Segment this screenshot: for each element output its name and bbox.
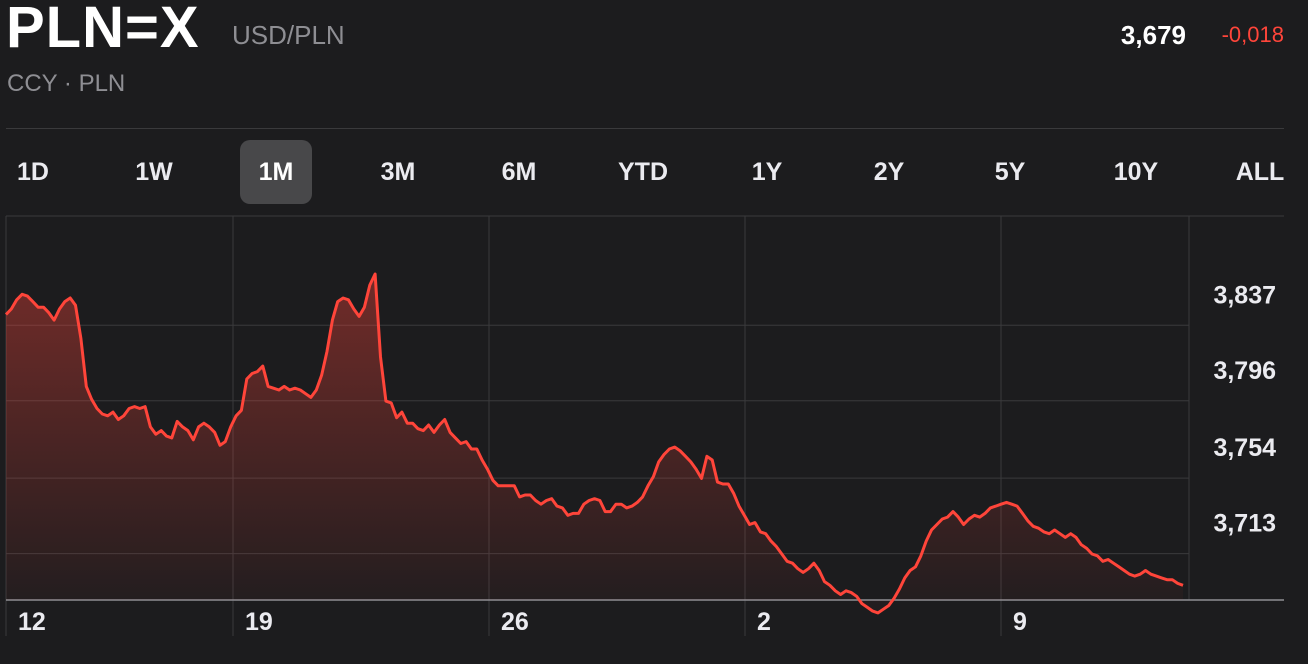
- range-2y[interactable]: 2Y: [873, 158, 905, 186]
- range-all[interactable]: ALL: [1235, 158, 1285, 186]
- range-3m[interactable]: 3M: [380, 158, 416, 186]
- range-selector: 1D 1W 1M 3M 6M YTD 1Y 2Y 5Y 10Y ALL: [0, 140, 1308, 204]
- x-tick-label: 2: [757, 608, 771, 636]
- range-5y[interactable]: 5Y: [994, 158, 1026, 186]
- range-1m[interactable]: 1M: [240, 140, 312, 204]
- y-tick-label: 3,837: [1213, 281, 1276, 309]
- range-1d[interactable]: 1D: [17, 158, 49, 186]
- y-tick-label: 3,754: [1213, 434, 1276, 462]
- y-tick-label: 3,713: [1213, 510, 1276, 538]
- price-area-fill: [6, 274, 1183, 613]
- current-price: 3,679: [1120, 20, 1186, 50]
- header-divider: [6, 128, 1284, 129]
- subtitle-label: CCY · PLN: [7, 70, 126, 97]
- x-tick-label: 26: [501, 608, 529, 636]
- range-10y[interactable]: 10Y: [1113, 158, 1159, 186]
- price-change: -0,018: [1221, 22, 1284, 47]
- range-ytd[interactable]: YTD: [618, 158, 668, 186]
- price-series-line: [4, 272, 1184, 615]
- x-tick-label: 12: [18, 608, 46, 636]
- range-1y[interactable]: 1Y: [751, 158, 783, 186]
- symbol-title: PLN=X: [6, 0, 200, 60]
- x-tick-label: 9: [1013, 608, 1027, 636]
- pair-label: USD/PLN: [232, 20, 345, 50]
- x-tick-label: 19: [245, 608, 273, 636]
- range-1w[interactable]: 1W: [135, 158, 173, 186]
- range-6m[interactable]: 6M: [501, 158, 537, 186]
- y-tick-label: 3,796: [1213, 357, 1276, 385]
